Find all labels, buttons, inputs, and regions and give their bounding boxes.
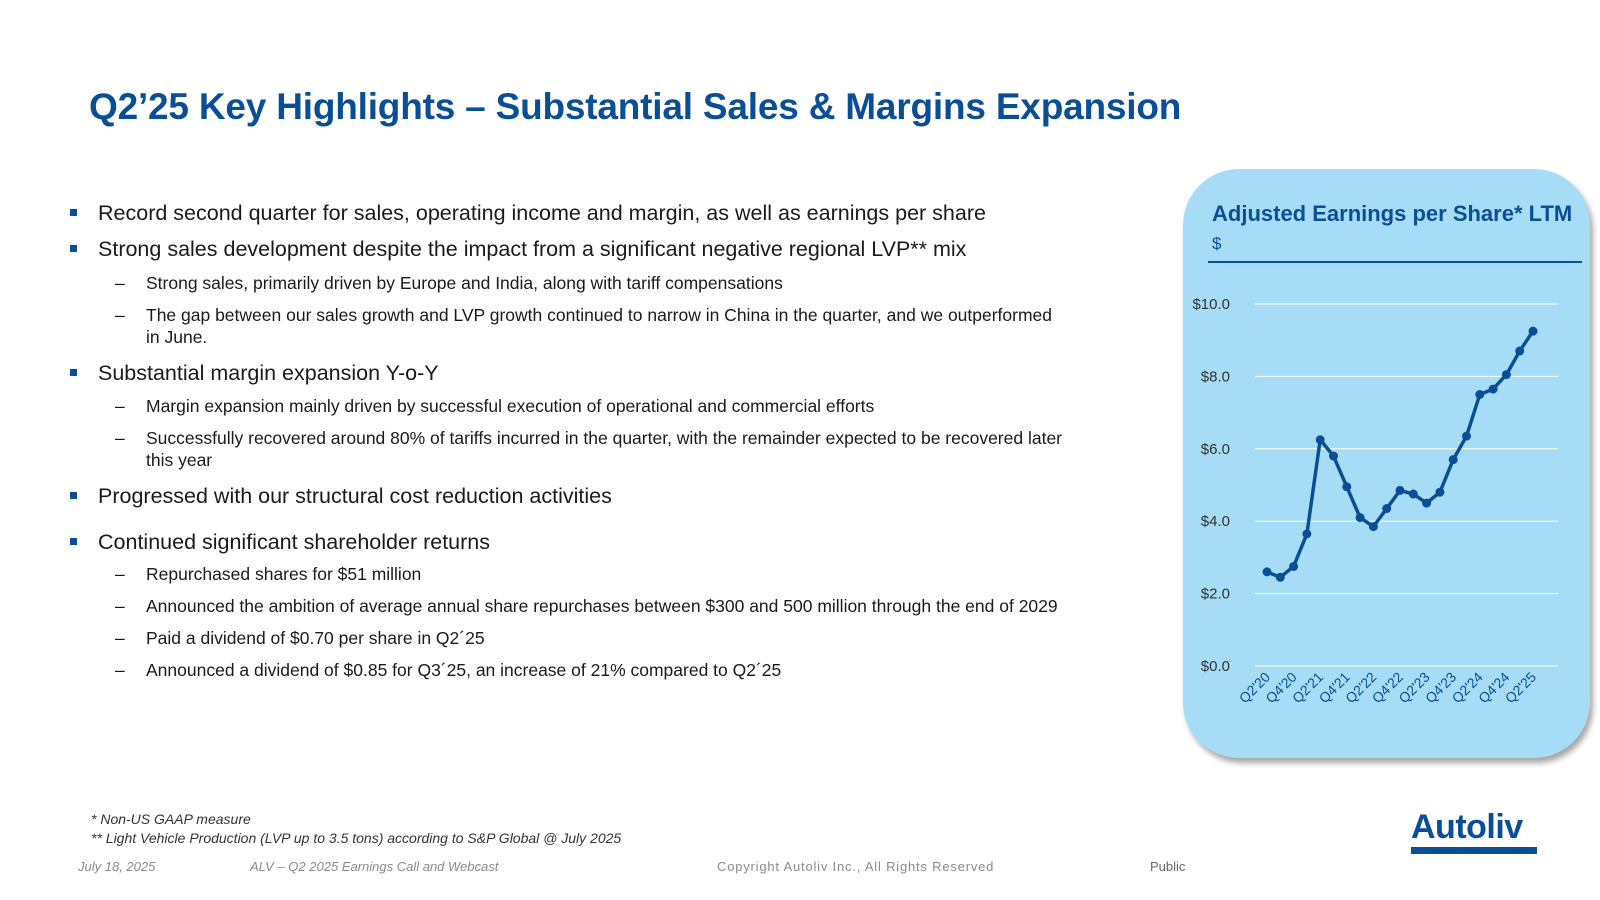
sub-bullet: – Margin expansion mainly driven by succ… — [68, 395, 1068, 417]
chart-title-rule — [1208, 261, 1582, 263]
eps-data-point — [1422, 498, 1432, 508]
footnote-lvp: ** Light Vehicle Production (LVP up to 3… — [91, 830, 622, 846]
footnotes: * Non-US GAAP measure ** Light Vehicle P… — [91, 810, 621, 848]
chart-unit-label: $ — [1212, 234, 1222, 253]
square-bullet-icon — [70, 538, 77, 545]
square-bullet-icon — [70, 369, 77, 376]
eps-data-point — [1275, 572, 1285, 582]
dash-bullet-icon: – — [115, 305, 125, 325]
eps-data-point — [1501, 370, 1511, 380]
eps-data-point — [1408, 489, 1418, 499]
eps-data-point — [1355, 513, 1365, 523]
sub-bullet-text: Successfully recovered around 80% of tar… — [146, 428, 1063, 470]
dash-bullet-icon: – — [115, 428, 125, 448]
square-bullet-icon — [70, 492, 77, 499]
eps-data-point — [1262, 567, 1272, 577]
bullet-record-quarter: Record second quarter for sales, operati… — [68, 200, 1068, 226]
sub-bullet-text: Announced the ambition of average annual… — [146, 596, 1058, 616]
dash-bullet-icon: – — [115, 396, 125, 416]
footer-event: ALV – Q2 2025 Earnings Call and Webcast — [250, 859, 499, 874]
eps-data-point — [1342, 482, 1352, 492]
bullet-text: Progressed with our structural cost redu… — [98, 484, 612, 508]
sub-bullet: – Successfully recovered around 80% of t… — [68, 427, 1068, 471]
sub-bullet-text: The gap between our sales growth and LVP… — [146, 305, 1053, 347]
eps-data-point — [1435, 487, 1445, 497]
y-tick-label: $2.0 — [1201, 586, 1230, 603]
bullet-shareholder-returns: Continued significant shareholder return… — [68, 529, 1068, 555]
eps-data-point — [1448, 455, 1458, 465]
y-tick-label: $4.0 — [1201, 513, 1230, 530]
y-tick-label: $6.0 — [1201, 441, 1230, 458]
logo-underline — [1411, 847, 1537, 854]
y-tick-label: $0.0 — [1201, 658, 1230, 675]
footer-date: July 18, 2025 — [78, 859, 156, 874]
bullet-text: Substantial margin expansion Y-o-Y — [98, 361, 439, 385]
eps-data-point — [1289, 561, 1299, 571]
bullet-text: Record second quarter for sales, operati… — [98, 201, 986, 225]
y-tick-label: $8.0 — [1201, 368, 1230, 385]
dash-bullet-icon: – — [115, 564, 125, 584]
autoliv-logo: Autoliv — [1411, 810, 1539, 854]
sub-bullet-text: Paid a dividend of $0.70 per share in Q2… — [146, 628, 485, 648]
sub-bullet: – Paid a dividend of $0.70 per share in … — [68, 627, 1068, 649]
sub-bullet: – Strong sales, primarily driven by Euro… — [68, 272, 1068, 294]
bullet-text: Strong sales development despite the imp… — [98, 237, 967, 261]
footnote-gaap: * Non-US GAAP measure — [91, 811, 251, 827]
eps-data-point — [1475, 390, 1485, 399]
eps-data-point — [1528, 326, 1538, 336]
dash-bullet-icon: – — [115, 628, 125, 648]
eps-line-chart: $0.0$2.0$4.0$6.0$8.0$10.0Q2'20Q4'20Q2'21… — [1192, 296, 1558, 707]
eps-data-point — [1462, 431, 1471, 441]
sub-bullet: – Announced the ambition of average annu… — [68, 595, 1068, 617]
footer-copyright: Copyright Autoliv Inc., All Rights Reser… — [717, 859, 995, 874]
chart-title: Adjusted Earnings per Share* LTM — [1212, 201, 1573, 226]
sub-bullet-text: Strong sales, primarily driven by Europe… — [146, 273, 783, 293]
eps-data-point — [1329, 451, 1338, 461]
eps-data-point — [1395, 485, 1405, 495]
bullet-text: Continued significant shareholder return… — [98, 530, 491, 554]
x-tick-label: Q2'25 — [1502, 669, 1540, 707]
sub-bullet-text: Margin expansion mainly driven by succes… — [146, 396, 875, 416]
bullet-cost-reduction: Progressed with our structural cost redu… — [68, 483, 1068, 509]
eps-data-point — [1315, 435, 1325, 445]
eps-data-point — [1515, 346, 1525, 356]
sub-bullet: – Repurchased shares for $51 million — [68, 563, 1068, 585]
chart-panel — [1183, 169, 1590, 758]
sub-bullet: – Announced a dividend of $0.85 for Q3´2… — [68, 659, 1068, 681]
bullet-sales-development: Strong sales development despite the imp… — [68, 236, 1068, 262]
bullet-margin-expansion: Substantial margin expansion Y-o-Y — [68, 360, 1068, 386]
logo-wordmark: Autoliv — [1411, 808, 1523, 846]
sub-bullet-text: Repurchased shares for $51 million — [146, 564, 422, 584]
eps-data-point — [1488, 384, 1498, 394]
highlights-list: Record second quarter for sales, operati… — [68, 200, 1068, 681]
footer-classification: Public — [1150, 859, 1186, 874]
page-title: Q2’25 Key Highlights – Substantial Sales… — [89, 86, 1182, 127]
dash-bullet-icon: – — [115, 273, 125, 293]
dash-bullet-icon: – — [115, 660, 125, 680]
sub-bullet: – The gap between our sales growth and L… — [68, 304, 1068, 348]
square-bullet-icon — [70, 245, 77, 252]
y-tick-label: $10.0 — [1192, 296, 1230, 313]
sub-bullet-text: Announced a dividend of $0.85 for Q3´25,… — [146, 660, 782, 680]
square-bullet-icon — [70, 209, 77, 216]
dash-bullet-icon: – — [115, 596, 125, 616]
eps-data-point — [1382, 504, 1392, 514]
eps-data-point — [1368, 522, 1378, 532]
eps-data-point — [1302, 529, 1312, 539]
eps-series-line — [1266, 330, 1535, 580]
